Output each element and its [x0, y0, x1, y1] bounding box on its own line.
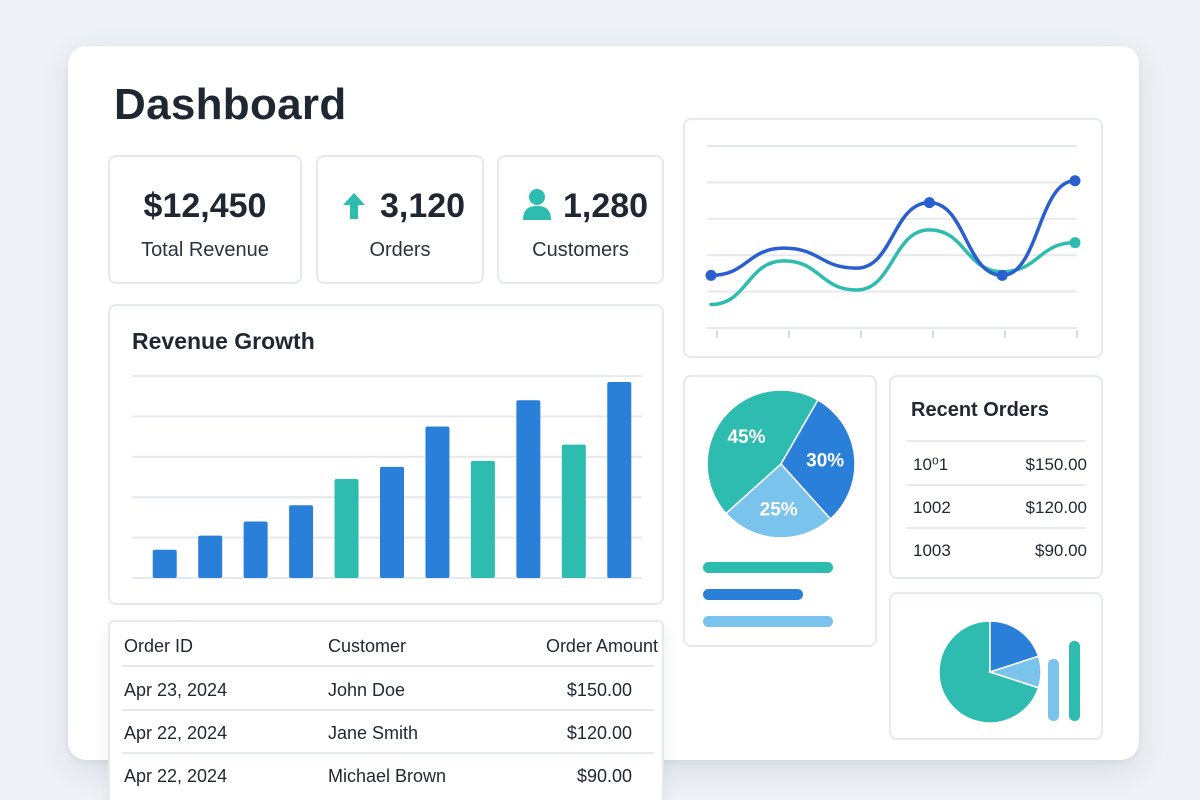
divider: [907, 527, 1085, 529]
divider: [122, 665, 654, 667]
series-line: [709, 228, 1077, 307]
table-cell-date: Apr 23, 2024: [124, 680, 228, 700]
distribution-pie-chart: 45% 30% 25%: [706, 389, 856, 539]
bar[interactable]: [380, 466, 404, 578]
series-line: [709, 179, 1077, 278]
legend-bar-light-blue: [703, 616, 833, 627]
pie-slice[interactable]: [780, 398, 856, 521]
pie-slice-label: 25%: [760, 499, 798, 520]
pie-slice-label: 45%: [727, 427, 765, 448]
recent-orders-panel: Recent Orders 10⁰1 $150.00 1002 $120.00 …: [889, 375, 1103, 579]
divider: [907, 484, 1085, 486]
orders-table: Order ID Customer Order Amount Apr 23, 2…: [108, 620, 664, 800]
stat-value: $12,450: [143, 187, 267, 225]
recent-order-amount: $150.00: [1025, 455, 1087, 474]
legend-bar-teal: [703, 562, 833, 573]
stat-card-total-revenue[interactable]: $12,450 Total Revenue: [108, 155, 302, 284]
recent-order-id[interactable]: 1002: [913, 498, 951, 517]
bar[interactable]: [243, 521, 268, 578]
data-point[interactable]: [996, 269, 1008, 281]
pie-chart-panel: 45% 30% 25%: [683, 375, 877, 647]
stat-card-orders[interactable]: 3,120 Orders: [316, 155, 484, 284]
recent-order-amount: $120.00: [1025, 498, 1087, 517]
mini-pie-chart: [938, 620, 1042, 724]
divider: [122, 752, 654, 754]
bar[interactable]: [152, 549, 177, 578]
user-icon: [523, 189, 551, 220]
data-point[interactable]: [705, 269, 717, 281]
recent-order-amount: $90.00: [1035, 541, 1087, 560]
mini-bar-teal: [1069, 641, 1080, 721]
stat-value: 3,120: [380, 187, 466, 225]
column-header-order-amount[interactable]: Order Amount: [545, 636, 658, 656]
column-header-customer[interactable]: Customer: [328, 636, 407, 656]
data-point[interactable]: [923, 197, 935, 209]
bar[interactable]: [561, 444, 586, 578]
revenue-growth-chart: [132, 375, 642, 579]
table-cell-customer: Jane Smith: [328, 723, 419, 743]
legend-bar-blue: [703, 589, 803, 600]
divider: [122, 709, 654, 711]
revenue-growth-panel: Revenue Growth: [108, 304, 664, 605]
data-point[interactable]: [1069, 175, 1081, 187]
column-header-order-id[interactable]: Order ID: [124, 636, 194, 656]
page-title: Dashboard: [114, 80, 347, 129]
pie-slice-label: 30%: [806, 450, 844, 471]
bar[interactable]: [198, 535, 223, 578]
table-cell-amount: $90.00: [576, 766, 632, 786]
bar[interactable]: [470, 460, 495, 578]
line-chart-panel: [683, 118, 1103, 358]
stat-value: 1,280: [563, 187, 649, 225]
table-cell-date: Apr 22, 2024: [124, 766, 228, 786]
mini-bar-light-blue: [1048, 659, 1059, 721]
table-cell-amount: $120.00: [566, 723, 632, 743]
table-cell-customer: John Doe: [328, 680, 406, 700]
bar[interactable]: [334, 479, 359, 578]
bar[interactable]: [289, 505, 314, 578]
table-cell-date: Apr 22, 2024: [124, 723, 228, 743]
table-cell-customer: Michael Brown: [328, 766, 447, 786]
pie-slice[interactable]: [724, 462, 832, 539]
bar[interactable]: [516, 400, 541, 578]
pie-slice[interactable]: [989, 620, 1040, 674]
bar[interactable]: [425, 426, 450, 579]
pie-slice[interactable]: [987, 655, 1042, 689]
mini-chart-panel: [889, 592, 1103, 740]
recent-order-id[interactable]: 1003: [913, 541, 951, 560]
recent-order-id[interactable]: 10⁰1: [913, 455, 949, 474]
stat-card-customers[interactable]: 1,280 Customers: [497, 155, 664, 284]
bar[interactable]: [607, 382, 632, 578]
stat-label: Customers: [532, 239, 629, 261]
stat-label: Total Revenue: [141, 239, 269, 261]
stat-label: Orders: [369, 239, 431, 261]
pie-slice[interactable]: [706, 389, 820, 515]
divider: [907, 440, 1085, 442]
data-point[interactable]: [1069, 237, 1081, 249]
revenue-growth-title: Revenue Growth: [132, 328, 315, 354]
recent-orders-title: Recent Orders: [911, 399, 1049, 421]
trend-line-chart: [705, 145, 1081, 338]
table-cell-amount: $150.00: [566, 680, 632, 700]
arrow-up-icon: [343, 193, 365, 219]
